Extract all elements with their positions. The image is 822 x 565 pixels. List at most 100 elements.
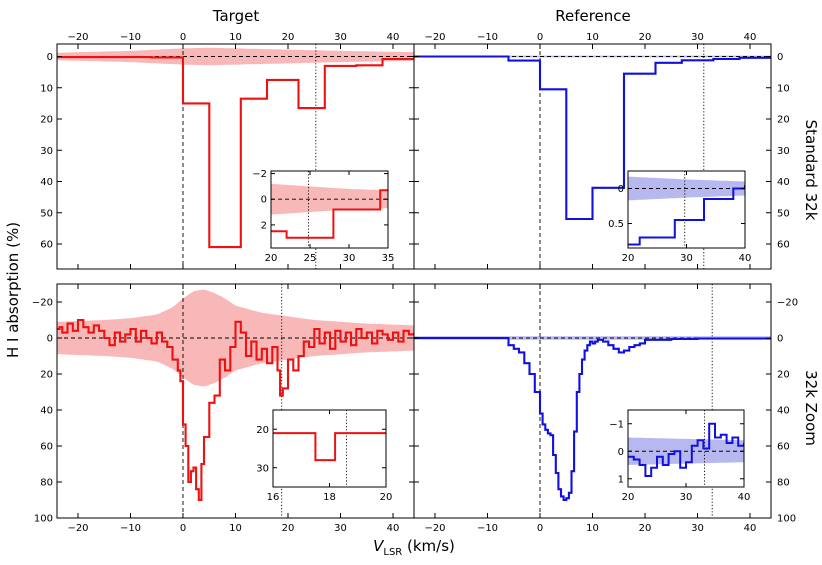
reference-standard-inset-ytick-label-0: 0 [618, 184, 624, 195]
target-standard-xtick-toplabel-3: 10 [229, 32, 242, 43]
target-standard-ytick-label-6: 60 [40, 240, 53, 251]
target-standard-xtick-toplabel-0: −20 [67, 32, 88, 43]
target-zoom-ytick-label-3: 40 [40, 406, 53, 417]
target-zoom-ytick-label-4: 60 [40, 442, 53, 453]
target-standard-xtick-toplabel-1: −10 [120, 32, 141, 43]
reference-zoom-inset-spectrum-line [628, 422, 744, 477]
target-zoom-inset-ytick-label-0: 20 [256, 425, 269, 436]
reference-standard-ytick-rightlabel-1: 10 [777, 83, 790, 94]
reference-standard-ytick-rightlabel-5: 50 [777, 208, 790, 219]
target-zoom-xtick-label-2: 0 [180, 523, 186, 534]
reference-standard-inset-xtick-label-2: 40 [739, 253, 752, 264]
reference-zoom-xtick-label-0: −20 [424, 523, 445, 534]
x-axis-label-unit: (km/s) [402, 537, 455, 555]
target-zoom-xtick-label-3: 10 [229, 523, 242, 534]
target-standard-inset-xtick-label-0: 20 [265, 253, 278, 264]
target-standard-group: −20 −10 0 10 20 30 40 0 10 20 30 40 50 60 [40, 32, 415, 270]
target-zoom-ytick-label-0: −20 [32, 298, 53, 309]
reference-zoom-inset-ytick-label-0: −1 [609, 419, 624, 430]
target-standard-ytick-label-1: 10 [40, 83, 53, 94]
target-standard-xtick-toplabel-2: 0 [180, 32, 186, 43]
target-standard-xtick-toplabel-5: 30 [334, 32, 347, 43]
reference-zoom-inset-xtick-label-1: 30 [680, 492, 693, 503]
target-zoom-inset-xtick-label-1: 18 [323, 492, 336, 503]
y-axis-label: H I absorption (%) [4, 222, 22, 358]
reference-zoom-ytick-rightlabel-4: 60 [777, 442, 790, 453]
reference-standard-ytick-rightlabel-0: 0 [777, 52, 783, 63]
target-zoom-group: −20 −10 0 10 20 30 40 −20 0 20 40 60 80 100 [32, 283, 415, 534]
col-title-reference: Reference [555, 7, 631, 25]
reference-standard-xtick-toplabel-1: −10 [477, 32, 498, 43]
target-standard-spectrum-line [57, 56, 414, 249]
reference-standard-xtick-toplabel-2: 0 [537, 32, 543, 43]
reference-standard-inset-group: 20 30 40 0 0.5 [608, 170, 752, 264]
reference-zoom-inset-ytick-label-2: 1 [618, 474, 624, 485]
target-zoom-ytick-label-6: 100 [34, 514, 53, 525]
target-standard-inset-xtick-label-3: 35 [382, 253, 395, 264]
target-zoom-inset-group: 16 18 20 20 30 [256, 409, 393, 503]
target-zoom-ytick-label-2: 20 [40, 370, 53, 381]
reference-zoom-ytick-rightlabel-3: 40 [777, 406, 790, 417]
reference-standard-spectrum-line [414, 55, 771, 221]
target-standard-inset-group: 20 25 30 35 −2 0 2 [252, 169, 394, 264]
col-title-target: Target [212, 7, 260, 25]
reference-standard-xtick-toplabel-6: 40 [744, 32, 757, 43]
target-standard-xtick-toplabel-6: 40 [387, 32, 400, 43]
target-zoom-xtick-label-1: −10 [120, 523, 141, 534]
target-zoom-xtick-label-5: 30 [334, 523, 347, 534]
reference-standard-xtick-toplabel-0: −20 [424, 32, 445, 43]
reference-standard-inset-spectrum-line [628, 185, 745, 246]
target-zoom-inset-xtick-label-2: 20 [380, 492, 393, 503]
x-axis-label-sub: LSR [383, 547, 402, 558]
reference-standard-group: −20 −10 0 10 20 30 40 0 10 20 30 40 50 60 [413, 32, 790, 270]
reference-zoom-xtick-label-2: 0 [537, 523, 543, 534]
reference-standard-inset-ytick-label-1: 0.5 [608, 219, 624, 230]
reference-zoom-ytick-rightlabel-0: −20 [777, 298, 798, 309]
target-zoom-ytick-label-1: 0 [47, 334, 53, 345]
target-standard-inset-ytick-label-1: 0 [261, 195, 267, 206]
x-axis-label-v: V [373, 537, 385, 555]
reference-standard-ytick-rightlabel-3: 30 [777, 146, 790, 157]
reference-zoom-ytick-rightlabel-5: 80 [777, 478, 790, 489]
reference-zoom-ytick-rightlabel-6: 100 [777, 514, 796, 525]
reference-standard-xtick-toplabel-3: 10 [586, 32, 599, 43]
target-standard-xtick-toplabel-4: 20 [282, 32, 295, 43]
target-zoom-inset-ytick-label-1: 30 [256, 463, 269, 474]
target-zoom-plot-area [57, 284, 414, 518]
reference-standard-ytick-rightlabel-4: 40 [777, 177, 790, 188]
target-zoom-inset-xtick-label-0: 16 [267, 492, 280, 503]
reference-standard-inset-xtick-label-1: 30 [680, 253, 693, 264]
reference-zoom-spectrum-line [414, 336, 771, 502]
target-zoom-xtick-label-4: 20 [282, 523, 295, 534]
reference-zoom-xtick-label-5: 30 [691, 523, 704, 534]
target-standard-ytick-label-4: 40 [40, 177, 53, 188]
target-zoom-spectrum-line [57, 318, 414, 502]
reference-standard-ytick-rightlabel-6: 60 [777, 240, 790, 251]
target-standard-inset-xtick-label-1: 25 [304, 253, 317, 264]
reference-zoom-inset-xtick-label-2: 40 [738, 492, 751, 503]
target-standard-ytick-label-2: 20 [40, 115, 53, 126]
target-standard-ytick-label-3: 30 [40, 146, 53, 157]
reference-zoom-xtick-label-1: −10 [477, 523, 498, 534]
target-standard-inset-frame [270, 170, 389, 249]
reference-zoom-inset-ytick-label-1: 0 [618, 447, 624, 458]
target-zoom-ytick-label-5: 80 [40, 478, 53, 489]
target-standard-inset-ytick-label-2: 2 [261, 220, 267, 231]
reference-zoom-ytick-rightlabel-2: 20 [777, 370, 790, 381]
reference-standard-ytick-rightlabel-2: 20 [777, 115, 790, 126]
target-zoom-xtick-label-0: −20 [67, 523, 88, 534]
target-zoom-inset-background [273, 410, 386, 487]
target-standard-ytick-label-5: 50 [40, 208, 53, 219]
reference-zoom-inset-group: 20 30 40 −1 0 1 [609, 409, 751, 503]
row-label-zoom: 32k Zoom [802, 370, 820, 446]
x-axis-label: VLSR (km/s) [373, 537, 455, 558]
target-standard-inset-ytick-label-0: −2 [252, 169, 267, 180]
target-zoom-xtick-label-6: 40 [387, 523, 400, 534]
reference-standard-inset-plot-area [628, 171, 745, 248]
reference-zoom-plot-area [414, 284, 771, 518]
target-zoom-inset-plot-area [273, 410, 386, 487]
target-standard-plot-area [57, 44, 414, 269]
